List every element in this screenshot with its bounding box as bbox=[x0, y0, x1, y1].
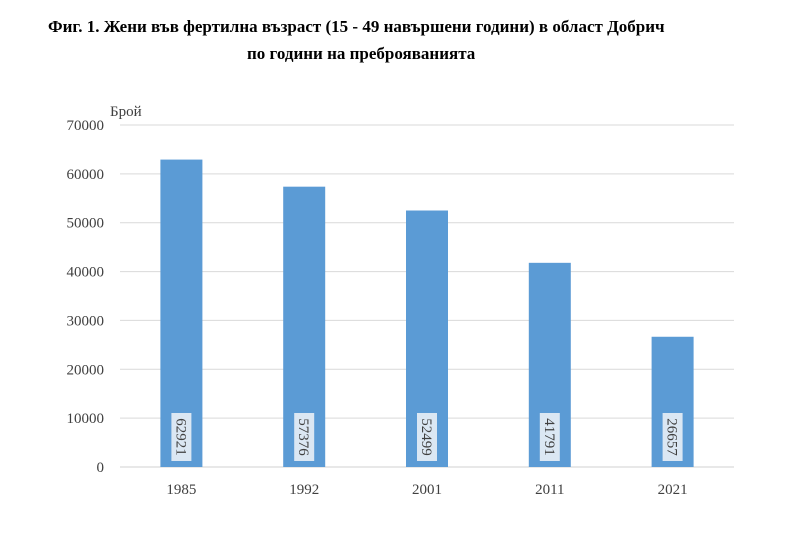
y-tick-label: 20000 bbox=[67, 362, 105, 378]
data-label-background bbox=[417, 413, 437, 461]
data-label-background bbox=[539, 413, 560, 461]
y-tick-label: 60000 bbox=[67, 167, 105, 183]
y-axis-label: Брой bbox=[110, 104, 142, 120]
y-tick-label: 0 bbox=[97, 460, 105, 476]
data-label-text: 26657 bbox=[664, 418, 680, 456]
data-label-background bbox=[294, 413, 315, 461]
y-tick-label: 30000 bbox=[67, 313, 105, 329]
data-label-background bbox=[662, 413, 683, 461]
data-label-text: 52499 bbox=[418, 418, 434, 456]
data-label-2001: 52499 bbox=[417, 413, 437, 461]
x-tick-label-2011: 2011 bbox=[535, 482, 564, 498]
data-label-background bbox=[171, 413, 192, 461]
data-label-1992: 57376 bbox=[294, 413, 315, 461]
data-label-text: 41791 bbox=[541, 418, 557, 456]
data-label-text: 62921 bbox=[172, 418, 188, 456]
x-tick-label-1985: 1985 bbox=[166, 482, 196, 498]
y-axis-ticks: 0 10000 20000 30000 40000 50000 60000 70000 bbox=[67, 118, 105, 476]
y-tick-label: 70000 bbox=[67, 118, 105, 134]
y-tick-label: 50000 bbox=[67, 216, 105, 232]
bars: 62921 57376 52499 41791 26657 bbox=[160, 159, 694, 468]
x-tick-label-1992: 1992 bbox=[289, 482, 319, 498]
data-label-text: 57376 bbox=[295, 418, 311, 456]
x-tick-label-2021: 2021 bbox=[658, 482, 688, 498]
data-label-2021: 26657 bbox=[662, 413, 683, 461]
data-label-1985: 62921 bbox=[171, 413, 192, 461]
gridlines bbox=[120, 124, 734, 468]
y-tick-label: 40000 bbox=[67, 265, 105, 281]
chart-title-line-2: по години на преброяванията bbox=[247, 44, 476, 63]
data-label-2011: 41791 bbox=[539, 413, 560, 461]
x-tick-label-2001: 2001 bbox=[412, 482, 442, 498]
chart-title-line-1: Фиг. 1. Жени във фертилна възраст (15 - … bbox=[48, 17, 665, 36]
x-axis-ticks: 1985 1992 2001 2011 2021 bbox=[166, 482, 687, 498]
y-tick-label: 10000 bbox=[67, 411, 105, 427]
